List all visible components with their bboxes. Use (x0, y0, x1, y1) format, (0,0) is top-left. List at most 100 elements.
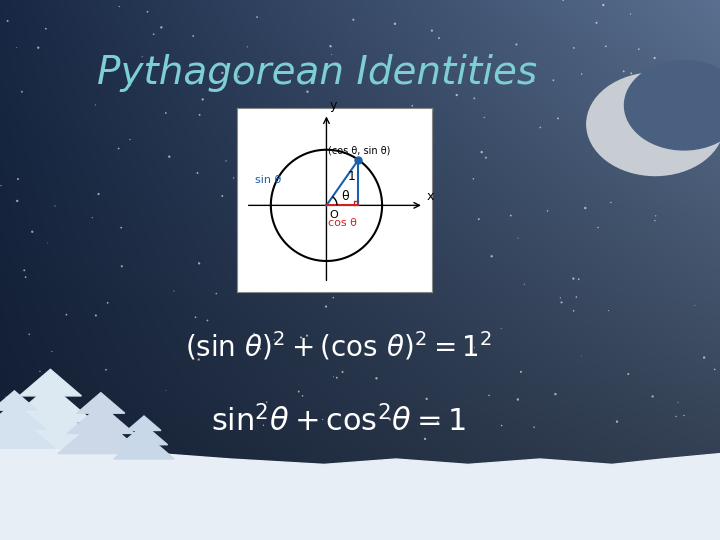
Point (554, 294, 566, 302)
Polygon shape (127, 416, 161, 430)
Point (675, 105, 686, 113)
Point (262, 251, 274, 259)
Point (338, 176, 349, 184)
Point (328, 373, 339, 381)
Point (408, 231, 420, 239)
Text: $(\sin\,\theta)^2 + (\cos\,\theta)^2 = 1^2$: $(\sin\,\theta)^2 + (\cos\,\theta)^2 = 1… (185, 329, 492, 362)
Point (269, 335, 280, 344)
Polygon shape (0, 414, 55, 448)
Point (142, 8, 153, 16)
Point (623, 370, 634, 379)
Point (650, 212, 662, 220)
Text: $\sin^2\!\theta + \cos^2\!\theta = 1$: $\sin^2\!\theta + \cos^2\!\theta = 1$ (211, 405, 466, 437)
Point (220, 157, 232, 165)
Point (549, 390, 561, 399)
Polygon shape (0, 402, 46, 429)
Point (46, 347, 58, 356)
Point (427, 105, 438, 114)
Point (626, 69, 637, 78)
Point (194, 111, 205, 119)
Point (649, 53, 660, 62)
Polygon shape (19, 369, 81, 396)
Point (384, 415, 395, 424)
Point (194, 259, 205, 268)
Point (496, 421, 508, 430)
Text: cos θ: cos θ (328, 218, 357, 227)
Polygon shape (68, 405, 134, 434)
Point (302, 87, 313, 96)
Point (32, 43, 44, 52)
Point (515, 368, 526, 376)
Polygon shape (120, 424, 168, 445)
Point (156, 23, 167, 32)
Point (649, 217, 661, 225)
Point (115, 224, 127, 232)
Point (11, 43, 22, 52)
Point (0, 397, 11, 406)
Text: 1: 1 (348, 170, 356, 183)
Point (334, 236, 346, 245)
Point (254, 70, 266, 78)
Point (567, 274, 579, 283)
Point (618, 67, 629, 76)
Point (258, 421, 269, 430)
Polygon shape (58, 417, 144, 454)
Point (495, 324, 507, 333)
Polygon shape (0, 432, 720, 540)
Point (580, 204, 591, 212)
Point (573, 275, 585, 284)
Point (689, 301, 701, 309)
Polygon shape (0, 401, 106, 448)
Point (298, 160, 310, 168)
Text: Pythagorean Identities: Pythagorean Identities (96, 54, 537, 92)
Point (451, 91, 462, 99)
Point (421, 395, 433, 403)
Point (372, 206, 384, 215)
Point (49, 201, 60, 210)
Point (382, 281, 393, 290)
Point (102, 299, 113, 307)
Point (19, 266, 30, 275)
Point (202, 316, 213, 325)
Point (512, 395, 523, 404)
Point (390, 333, 402, 342)
Point (91, 415, 103, 424)
Point (542, 207, 554, 215)
Point (486, 252, 498, 261)
Point (295, 333, 307, 342)
Point (44, 379, 55, 387)
Point (625, 10, 636, 18)
Point (137, 52, 148, 61)
Point (34, 367, 45, 376)
Point (293, 387, 305, 396)
Point (611, 417, 623, 426)
Point (27, 227, 38, 236)
Point (647, 392, 658, 401)
Point (585, 114, 597, 123)
Point (310, 112, 321, 121)
Point (255, 345, 266, 353)
Point (593, 223, 604, 232)
Point (633, 45, 644, 53)
Point (301, 332, 312, 340)
Point (114, 2, 125, 11)
Point (325, 42, 336, 51)
Point (665, 151, 676, 159)
Point (217, 192, 228, 200)
Point (649, 171, 660, 180)
Text: O: O (330, 210, 338, 220)
Point (297, 392, 308, 400)
Point (117, 436, 128, 444)
Point (518, 280, 530, 288)
Point (369, 218, 381, 227)
Point (603, 306, 614, 315)
Point (505, 211, 516, 220)
Point (125, 81, 136, 90)
Point (2, 17, 14, 25)
Point (510, 40, 522, 49)
Point (81, 426, 93, 435)
Point (557, 0, 569, 5)
Point (217, 69, 228, 77)
Point (0, 393, 12, 401)
Point (476, 148, 487, 157)
